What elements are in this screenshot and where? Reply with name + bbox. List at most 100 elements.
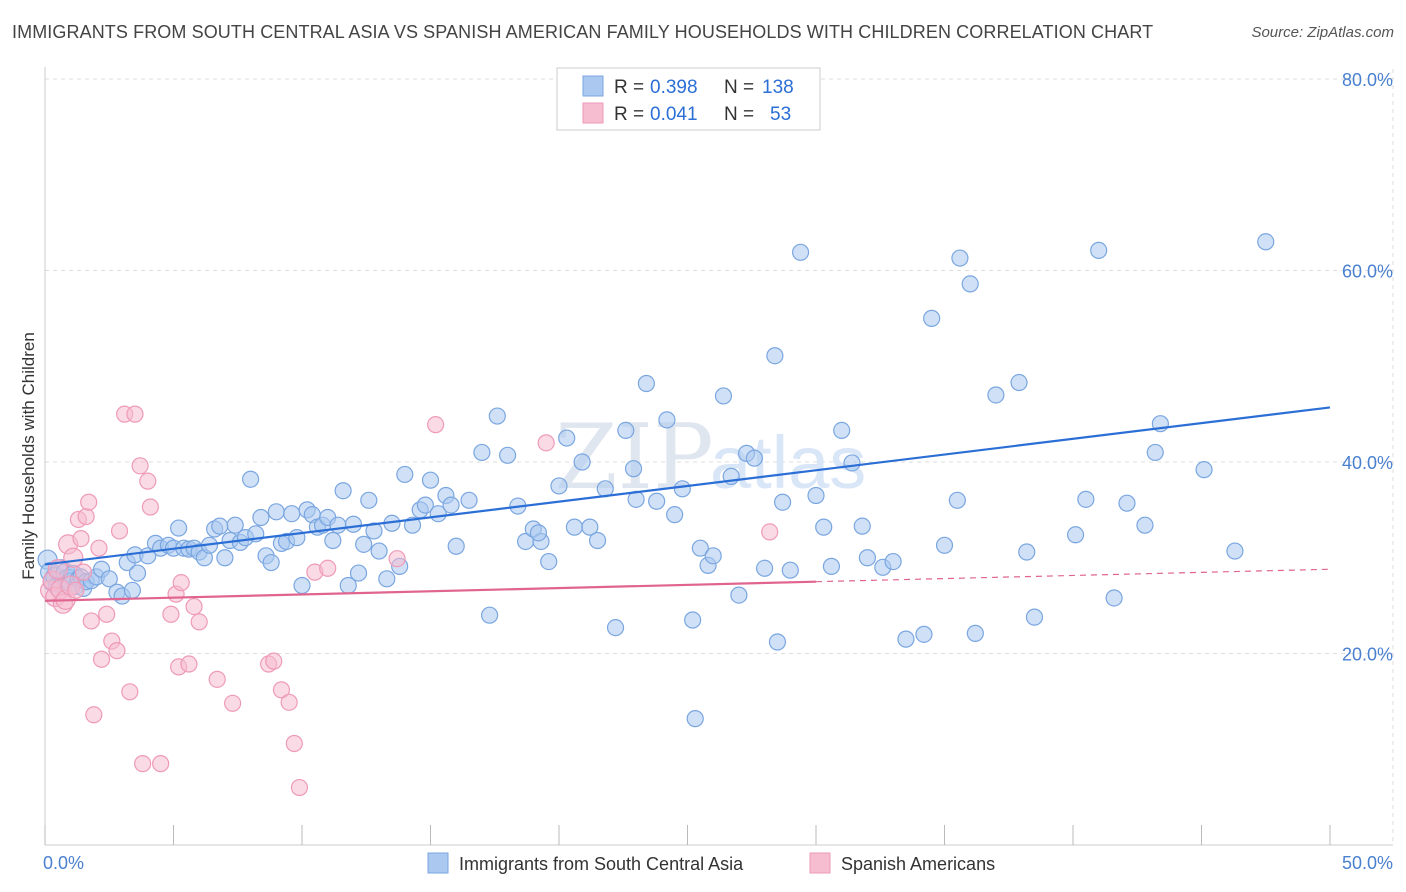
pink-point-39 [208, 670, 226, 688]
series-label-blue: Immigrants from South Central Asia [459, 854, 744, 874]
blue-point-157 [624, 460, 643, 478]
blue-point-47 [252, 508, 270, 527]
blue-point-70 [378, 570, 396, 588]
pink-point-13 [74, 563, 93, 581]
blue-point-130 [915, 625, 933, 643]
pink-point-43 [272, 681, 291, 699]
blue-point-114 [745, 449, 763, 467]
blue-point-143 [1105, 589, 1123, 607]
pink-point-17 [85, 706, 103, 724]
blue-point-152 [686, 710, 704, 728]
blue-point-83 [481, 606, 499, 624]
blue-point-24 [128, 564, 147, 582]
blue-point-120 [807, 486, 825, 505]
chart-title: IMMIGRANTS FROM SOUTH CENTRAL ASIA VS SP… [12, 22, 1154, 42]
blue-point-49 [262, 553, 280, 572]
blue-point-142 [1090, 241, 1108, 259]
pink-point-35 [172, 574, 190, 592]
blue-point-74 [403, 516, 422, 534]
pink-trend-line [44, 580, 817, 602]
series-legend: Immigrants from South Central Asia Spani… [427, 852, 995, 874]
blue-point-40 [216, 549, 234, 567]
blue-point-146 [1146, 443, 1164, 462]
legend-r-label-blue: R = [614, 77, 644, 98]
blue-point-62 [329, 516, 347, 534]
pink-point-40 [224, 694, 242, 712]
blue-point-98 [606, 619, 625, 637]
pink-point-18 [90, 539, 108, 557]
blue-point-155 [442, 496, 460, 514]
pink-point-10 [67, 581, 85, 599]
blue-point-149 [1226, 542, 1244, 560]
blue-point-23 [123, 581, 141, 599]
points-layer [37, 233, 1275, 797]
blue-point-99 [617, 421, 635, 440]
legend-n-label-pink: N = [724, 104, 754, 125]
pink-point-25 [121, 683, 139, 701]
blue-point-123 [833, 421, 851, 440]
series-swatch-pink [809, 852, 831, 874]
blue-point-132 [935, 536, 954, 554]
blue-point-106 [684, 611, 702, 629]
blue-point-137 [1010, 373, 1028, 392]
blue-point-42 [226, 516, 244, 534]
blue-point-77 [421, 471, 440, 489]
pink-point-16 [82, 612, 100, 630]
blue-point-82 [473, 443, 491, 462]
blue-point-96 [588, 531, 607, 550]
blue-point-125 [853, 517, 871, 535]
legend-swatch-pink [582, 102, 604, 124]
blue-point-93 [565, 518, 584, 536]
legend-r-label-pink: R = [614, 104, 644, 125]
series-label-pink: Spanish Americans [841, 854, 995, 874]
blue-point-154 [529, 524, 548, 542]
blue-point-91 [550, 477, 568, 495]
pink-point-29 [139, 472, 157, 490]
blue-point-55 [293, 576, 311, 595]
blue-point-110 [714, 387, 733, 405]
blue-point-81 [460, 491, 478, 509]
pink-point-15 [80, 493, 98, 511]
blue-point-145 [1136, 516, 1154, 534]
blue-point-19 [100, 570, 118, 588]
blue-point-73 [396, 465, 414, 484]
legend-r-value-pink: 0.041 [650, 104, 698, 125]
blue-point-65 [344, 515, 362, 533]
y-tick-label-1: 40.0% [1342, 453, 1393, 473]
blue-point-148 [1195, 461, 1213, 479]
blue-point-105 [673, 480, 691, 498]
blue-point-90 [540, 552, 558, 571]
x-tick-label-0: 0.0% [43, 853, 84, 873]
pink-point-42 [265, 652, 283, 670]
grid-layer [45, 69, 1394, 845]
correlation-legend: R = 0.398 N = 138 R = 0.041 N = 53 [556, 67, 821, 131]
pink-point-48 [319, 559, 337, 577]
legend-n-value-pink: 53 [770, 104, 791, 125]
blue-point-126 [858, 549, 877, 567]
blue-point-61 [324, 531, 342, 550]
pink-point-32 [162, 605, 180, 623]
blue-point-39 [211, 517, 229, 535]
pink-point-12 [72, 529, 90, 548]
pink-point-28 [134, 755, 152, 773]
blue-point-101 [637, 374, 655, 393]
blue-point-66 [349, 564, 368, 582]
blue-point-109 [704, 547, 722, 565]
blue-point-76 [416, 496, 434, 514]
blue-point-134 [951, 249, 969, 267]
pink-point-31 [152, 755, 170, 773]
pink-point-14 [77, 507, 95, 526]
blue-point-107 [691, 539, 709, 557]
blue-point-124 [843, 454, 861, 472]
pink-point-27 [131, 457, 149, 475]
pink-point-36 [180, 655, 198, 673]
blue-point-151 [966, 624, 984, 642]
y-axis-title: Family Households with Children [19, 332, 38, 580]
blue-point-94 [573, 453, 591, 471]
pink-point-45 [285, 734, 303, 753]
blue-point-140 [1066, 526, 1085, 544]
blue-point-92 [558, 429, 576, 447]
pink-point-46 [290, 778, 309, 797]
blue-point-116 [766, 347, 784, 365]
